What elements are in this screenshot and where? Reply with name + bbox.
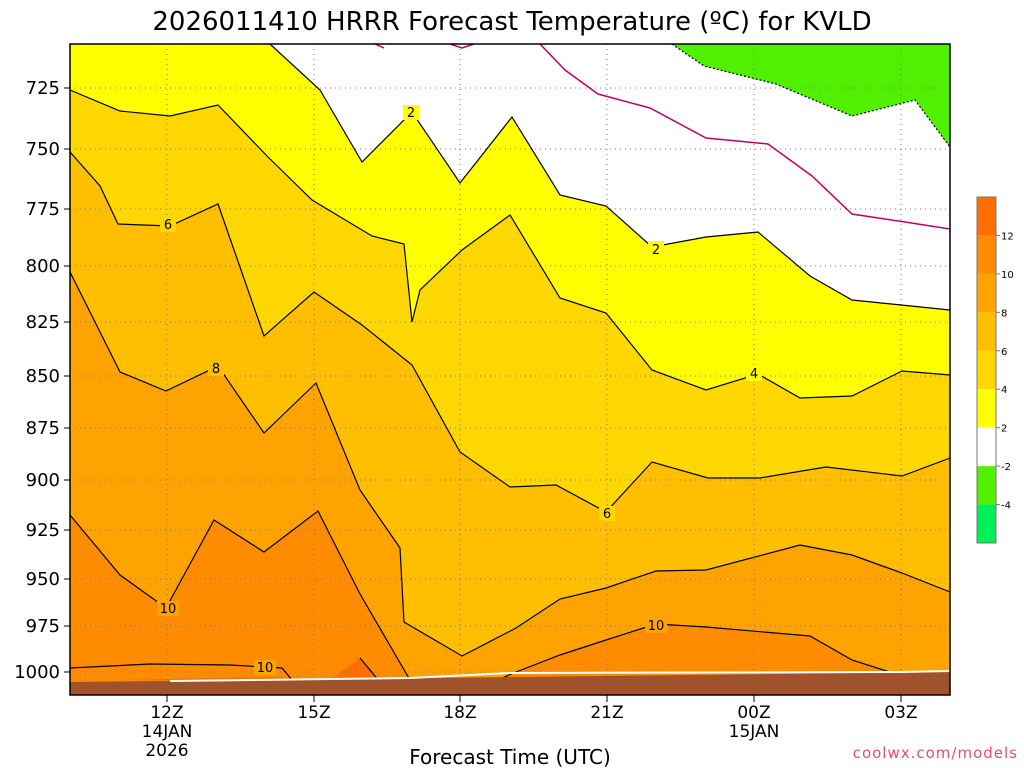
contour-label: 4 [750, 367, 758, 382]
x-tick-sublabel: 14JAN [142, 722, 193, 742]
y-tick-label: 825 [26, 312, 60, 333]
x-tick-sublabel: 2026 [145, 741, 188, 761]
x-tick-label: 00Z [737, 703, 770, 723]
colorbar-label: -4 [1001, 501, 1011, 512]
colorbar-swatch [977, 504, 996, 543]
contour-label: 2 [407, 106, 415, 121]
colorbar-label: 6 [1001, 347, 1007, 358]
x-tick-label: 12Z [150, 703, 183, 723]
colorbar-label: 2 [1001, 424, 1007, 435]
x-tick-sublabel: 15JAN [729, 722, 780, 742]
contour-label: 8 [212, 362, 220, 377]
colorbar-label: 12 [1001, 231, 1014, 242]
x-tick-label: 18Z [443, 703, 476, 723]
contour-label: 6 [603, 507, 611, 522]
contour-label: 2 [652, 243, 660, 258]
y-tick-label: 1000 [14, 662, 60, 683]
colorbar-label: 8 [1001, 308, 1007, 319]
y-tick-label: 875 [26, 418, 60, 439]
colorbar-label: 4 [1001, 385, 1007, 396]
x-axis-title: Forecast Time (UTC) [409, 745, 611, 768]
contour-label: 10 [257, 661, 274, 676]
y-tick-label: 800 [26, 256, 60, 277]
y-tick-label: 775 [26, 199, 60, 220]
colorbar-label: -2 [1001, 462, 1011, 473]
x-tick-label: 03Z [884, 703, 917, 723]
y-tick-label: 725 [26, 78, 60, 99]
contour-label: 10 [160, 602, 177, 617]
surface-line [169, 670, 950, 682]
band-below-minus2 [672, 44, 950, 147]
y-tick-label: 925 [26, 520, 60, 541]
y-tick-label: 750 [26, 139, 60, 160]
colorbar-swatch [977, 235, 996, 274]
colorbar-label: 10 [1001, 270, 1014, 281]
colorbar-swatch [977, 197, 996, 236]
plot-frame [69, 43, 951, 696]
y-tick-label: 900 [26, 470, 60, 491]
y-tick-label: 850 [26, 366, 60, 387]
colorbar-frame [976, 196, 997, 544]
plot-area: 2 2 4 6 6 8 10 10 10 [70, 44, 950, 695]
colorbar-swatch [977, 350, 996, 390]
x-tick-label: 15Z [297, 703, 330, 723]
band-10-12 [70, 511, 950, 695]
colorbar-swatch [977, 427, 996, 467]
colorbar-swatch [977, 389, 996, 428]
contour-label: 6 [164, 218, 172, 233]
x-tick-label: 21Z [590, 703, 623, 723]
x-axis: 12Z 14JAN 2026 15Z 18Z 21Z 00Z 15JAN 03Z [142, 695, 918, 761]
y-tick-label: 975 [26, 616, 60, 637]
ground [70, 672, 950, 695]
y-axis: 725 750 775 800 825 850 875 900 925 950 … [14, 78, 70, 683]
colorbar: -4 -2 2 4 6 8 10 12 [976, 196, 1014, 544]
contour-label: 10 [648, 619, 665, 634]
watermark: coolwx.com/models [853, 744, 1018, 762]
colorbar-swatch [977, 466, 996, 505]
chart-title: 2026011410 HRRR Forecast Temperature (ºC… [152, 7, 871, 37]
contour-label-group: 2 2 4 6 6 8 10 10 10 [157, 105, 762, 676]
y-tick-label: 950 [26, 569, 60, 590]
colorbar-swatch [977, 312, 996, 351]
colorbar-swatch [977, 273, 996, 313]
